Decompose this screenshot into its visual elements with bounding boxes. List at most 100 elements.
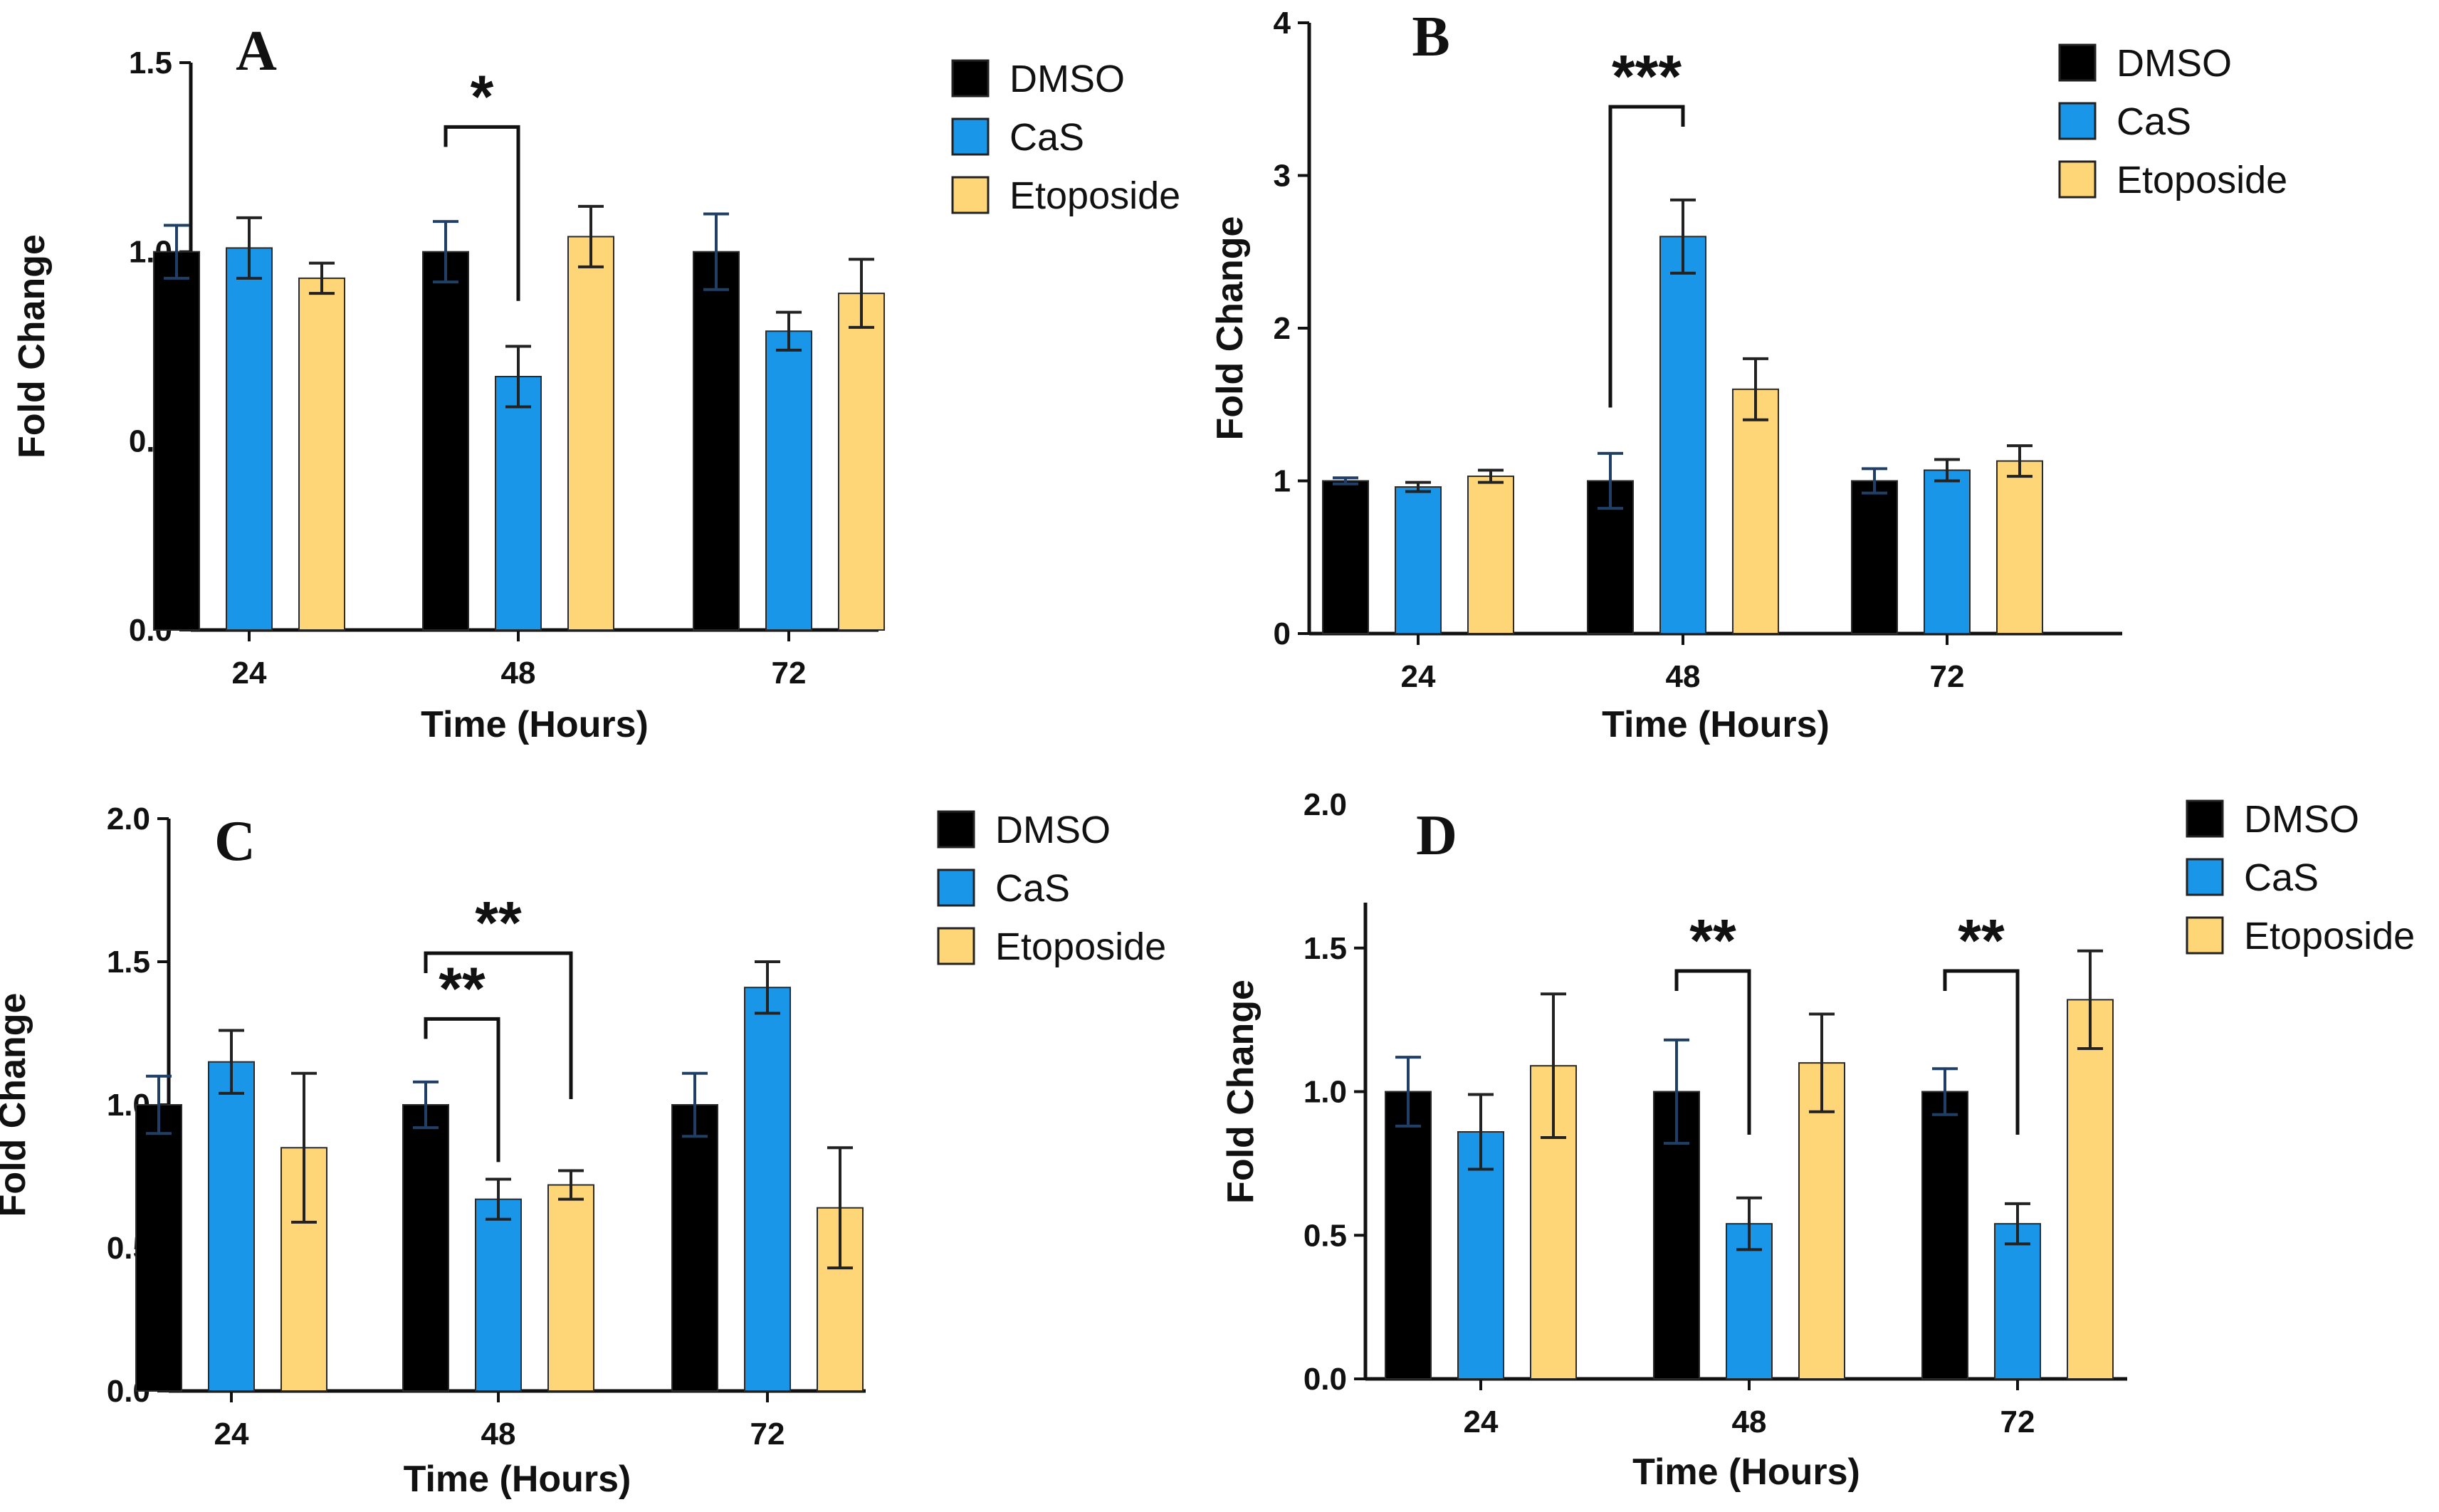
y-axis-label: Fold Change [0,993,33,1217]
panel-letter: D [1416,804,1457,867]
bar-etoposide-24 [1467,476,1514,634]
x-axis-label: Time (Hours) [421,704,649,745]
bar-dmso-24 [153,251,200,631]
y-tick-label: 0.5 [1304,1218,1347,1253]
x-tick-label: 24 [1464,1405,1499,1439]
bar-dmso-72 [1851,480,1898,634]
bar-cas-48 [1659,236,1706,634]
x-tick-label: 72 [1930,659,1965,694]
legend-label: CaS [995,867,1070,910]
legend-swatch-dmso [2186,799,2224,838]
legend: DMSO CaS Etoposide [937,809,1166,968]
legend-swatch-cas [2186,858,2224,896]
bar-cas-24 [208,1061,255,1392]
legend: DMSO CaS Etoposide [2186,798,2415,957]
x-tick-label: 72 [2000,1405,2035,1439]
panel-letter: A [236,20,277,83]
panel-letter: B [1412,6,1449,68]
y-tick-label: 1.5 [129,46,172,80]
bar-dmso-24 [135,1104,182,1392]
legend: DMSO CaS Etoposide [2058,42,2287,201]
legend-swatch-etoposide [2186,916,2224,955]
bar-etoposide-48 [1732,388,1779,634]
legend-label: Etoposide [995,925,1166,968]
significance-label: ** [1689,907,1736,974]
significance-bracket [424,951,573,1099]
y-tick-label: 1.5 [1304,931,1347,966]
legend-label: DMSO [2244,798,2359,841]
bar-cas-72 [1994,1223,2041,1380]
x-tick-label: 24 [214,1417,249,1451]
legend-swatch-dmso [951,59,990,98]
x-tick-label: 48 [1666,659,1701,694]
x-axis-label: Time (Hours) [1632,1451,1860,1493]
y-tick-label: 1 [1274,464,1291,499]
bar-cas-48 [475,1198,522,1392]
legend-label: CaS [1009,116,1084,159]
bar-dmso-72 [671,1104,718,1392]
bar-cas-72 [765,330,812,631]
bar-dmso-24 [1385,1091,1432,1380]
significance-bracket [1674,969,1751,1135]
bar-etoposide-24 [298,277,345,631]
significance-bracket [1943,969,2020,1135]
significance-label: * [471,63,494,130]
x-tick-label: 24 [232,656,267,691]
legend-swatch-cas [937,868,975,907]
y-axis-label: Fold Change [1220,980,1262,1204]
legend-swatch-etoposide [2058,160,2097,199]
bar-dmso-48 [402,1104,449,1392]
legend-swatch-etoposide [951,176,990,214]
significance-bracket [1608,105,1685,408]
bar-dmso-72 [1921,1091,1968,1380]
legend-label: Etoposide [2244,915,2415,957]
bar-etoposide-72 [2067,999,2114,1380]
y-tick-label: 2.0 [1304,787,1347,822]
legend-label: Etoposide [1009,174,1180,217]
significance-bracket [444,125,520,301]
bar-dmso-24 [1322,480,1369,634]
bar-cas-24 [226,247,273,631]
legend-label: DMSO [1009,58,1125,100]
panel-b: B 0 1 2 3 4 24 48 72 Time (Hours) Fold Change *** DM… [1210,6,2287,745]
bar-etoposide-72 [838,293,885,631]
legend: DMSO CaS Etoposide [951,58,1180,217]
significance-label: ** [475,889,522,956]
bar-dmso-48 [422,251,469,631]
x-tick-label: 72 [772,656,807,691]
legend-label: DMSO [995,809,1111,851]
legend-label: CaS [2117,100,2191,143]
bar-etoposide-48 [567,236,614,631]
legend-swatch-cas [2058,102,2097,140]
bar-cas-72 [744,987,791,1392]
y-tick-label: 2 [1274,311,1291,346]
x-axis-label: Time (Hours) [404,1459,631,1500]
bar-cas-24 [1395,486,1442,635]
x-tick-label: 48 [501,656,536,691]
y-tick-label: 0.0 [1304,1362,1347,1397]
y-tick-label: 2.0 [107,802,150,836]
significance-label: *** [1612,43,1682,110]
bar-cas-48 [495,376,542,631]
x-axis-label: Time (Hours) [1602,704,1830,745]
panel-letter: C [214,810,256,873]
panel-d: D 0.0 0.5 1.0 1.5 2.0 24 48 72 Time (Hours) Fold C… [1220,787,2415,1493]
legend-swatch-cas [951,117,990,156]
y-tick-label: 4 [1274,6,1291,41]
significance-bracket [424,1017,500,1162]
bar-cas-72 [1924,469,1971,634]
legend-swatch-dmso [937,810,975,849]
x-tick-label: 72 [750,1417,785,1451]
x-tick-label: 24 [1401,659,1436,694]
x-tick-label: 48 [1732,1405,1767,1439]
bar-cas-24 [1457,1130,1504,1380]
bar-dmso-72 [693,251,740,631]
x-tick-label: 48 [481,1417,516,1451]
significance-label: ** [439,955,486,1022]
significance-label: ** [1958,907,2005,974]
bar-etoposide-48 [1798,1062,1845,1380]
legend-label: Etoposide [2117,159,2287,201]
